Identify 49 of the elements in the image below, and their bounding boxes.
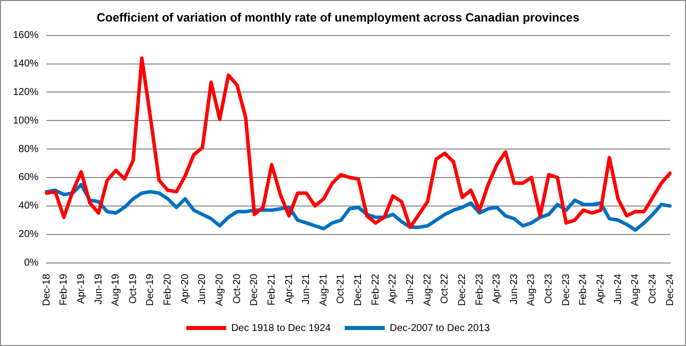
y-tick-label: 100%	[13, 115, 39, 126]
x-tick-label: Aug-19	[110, 273, 122, 306]
y-tick-label: 140%	[13, 58, 39, 70]
x-tick-label: Jun-19	[93, 273, 104, 304]
x-tick-label: Feb-24	[578, 273, 590, 306]
x-tick-label: Jun-20	[197, 273, 208, 304]
x-tick-label: Apr-24	[595, 273, 606, 304]
x-tick-label: Apr-21	[284, 273, 295, 304]
x-tick-label: Feb-20	[162, 273, 174, 306]
x-tick-label: Dec-21	[353, 273, 364, 306]
x-tick-label: Dec-22	[456, 273, 468, 306]
x-tick-label: Dec-19	[145, 273, 156, 306]
y-tick-label: 80%	[18, 144, 39, 155]
x-tick-label: Oct-19	[128, 273, 139, 304]
x-tick-label: Feb-21	[266, 273, 278, 306]
y-tick-label: 60%	[18, 172, 39, 184]
y-tick-label: 40%	[18, 200, 39, 212]
y-tick-label: 20%	[18, 229, 39, 240]
x-tick-label: Dec-18	[41, 273, 52, 306]
legend-label: Dec-2007 to Dec 2013	[390, 322, 490, 334]
x-tick-label: Apr-22	[388, 273, 399, 304]
x-tick-label: Apr-20	[180, 273, 191, 304]
x-tick-label: Oct-21	[336, 273, 347, 304]
x-tick-label: Oct-24	[647, 273, 658, 304]
x-tick-label: Oct-20	[232, 273, 243, 304]
x-tick-label: Feb-22	[370, 273, 382, 306]
x-tick-label: Dec-23	[560, 273, 572, 306]
x-tick-label: Jun-24	[612, 273, 624, 304]
legend-label: Dec 1918 to Dec 1924	[231, 322, 332, 334]
x-tick-label: Aug-20	[214, 273, 226, 306]
x-tick-label: Oct-23	[544, 273, 555, 304]
y-tick-label: 160%	[13, 30, 39, 42]
x-tick-label: Feb-23	[474, 273, 486, 306]
x-tick-label: Jun-23	[508, 273, 520, 304]
x-tick-label: Jun-21	[301, 273, 312, 304]
x-tick-label: Jun-22	[404, 273, 416, 304]
x-tick-label: Aug-23	[526, 273, 538, 306]
y-tick-label: 0%	[24, 258, 39, 269]
x-tick-label: Oct-22	[440, 273, 451, 304]
x-tick-label: Apr-23	[492, 273, 503, 304]
y-tick-label: 120%	[13, 86, 39, 98]
x-tick-label: Apr-19	[76, 273, 87, 304]
x-tick-label: Aug-24	[630, 273, 642, 306]
x-tick-label: Dec-20	[249, 273, 260, 306]
x-tick-label: Feb-19	[58, 273, 70, 306]
chart-title: Coefficient of variation of monthly rate of unemployment across Canadian provinces	[96, 10, 580, 25]
x-tick-label: Aug-22	[422, 273, 434, 306]
x-tick-label: Dec-24	[664, 273, 676, 306]
x-tick-label: Aug-21	[318, 273, 330, 306]
